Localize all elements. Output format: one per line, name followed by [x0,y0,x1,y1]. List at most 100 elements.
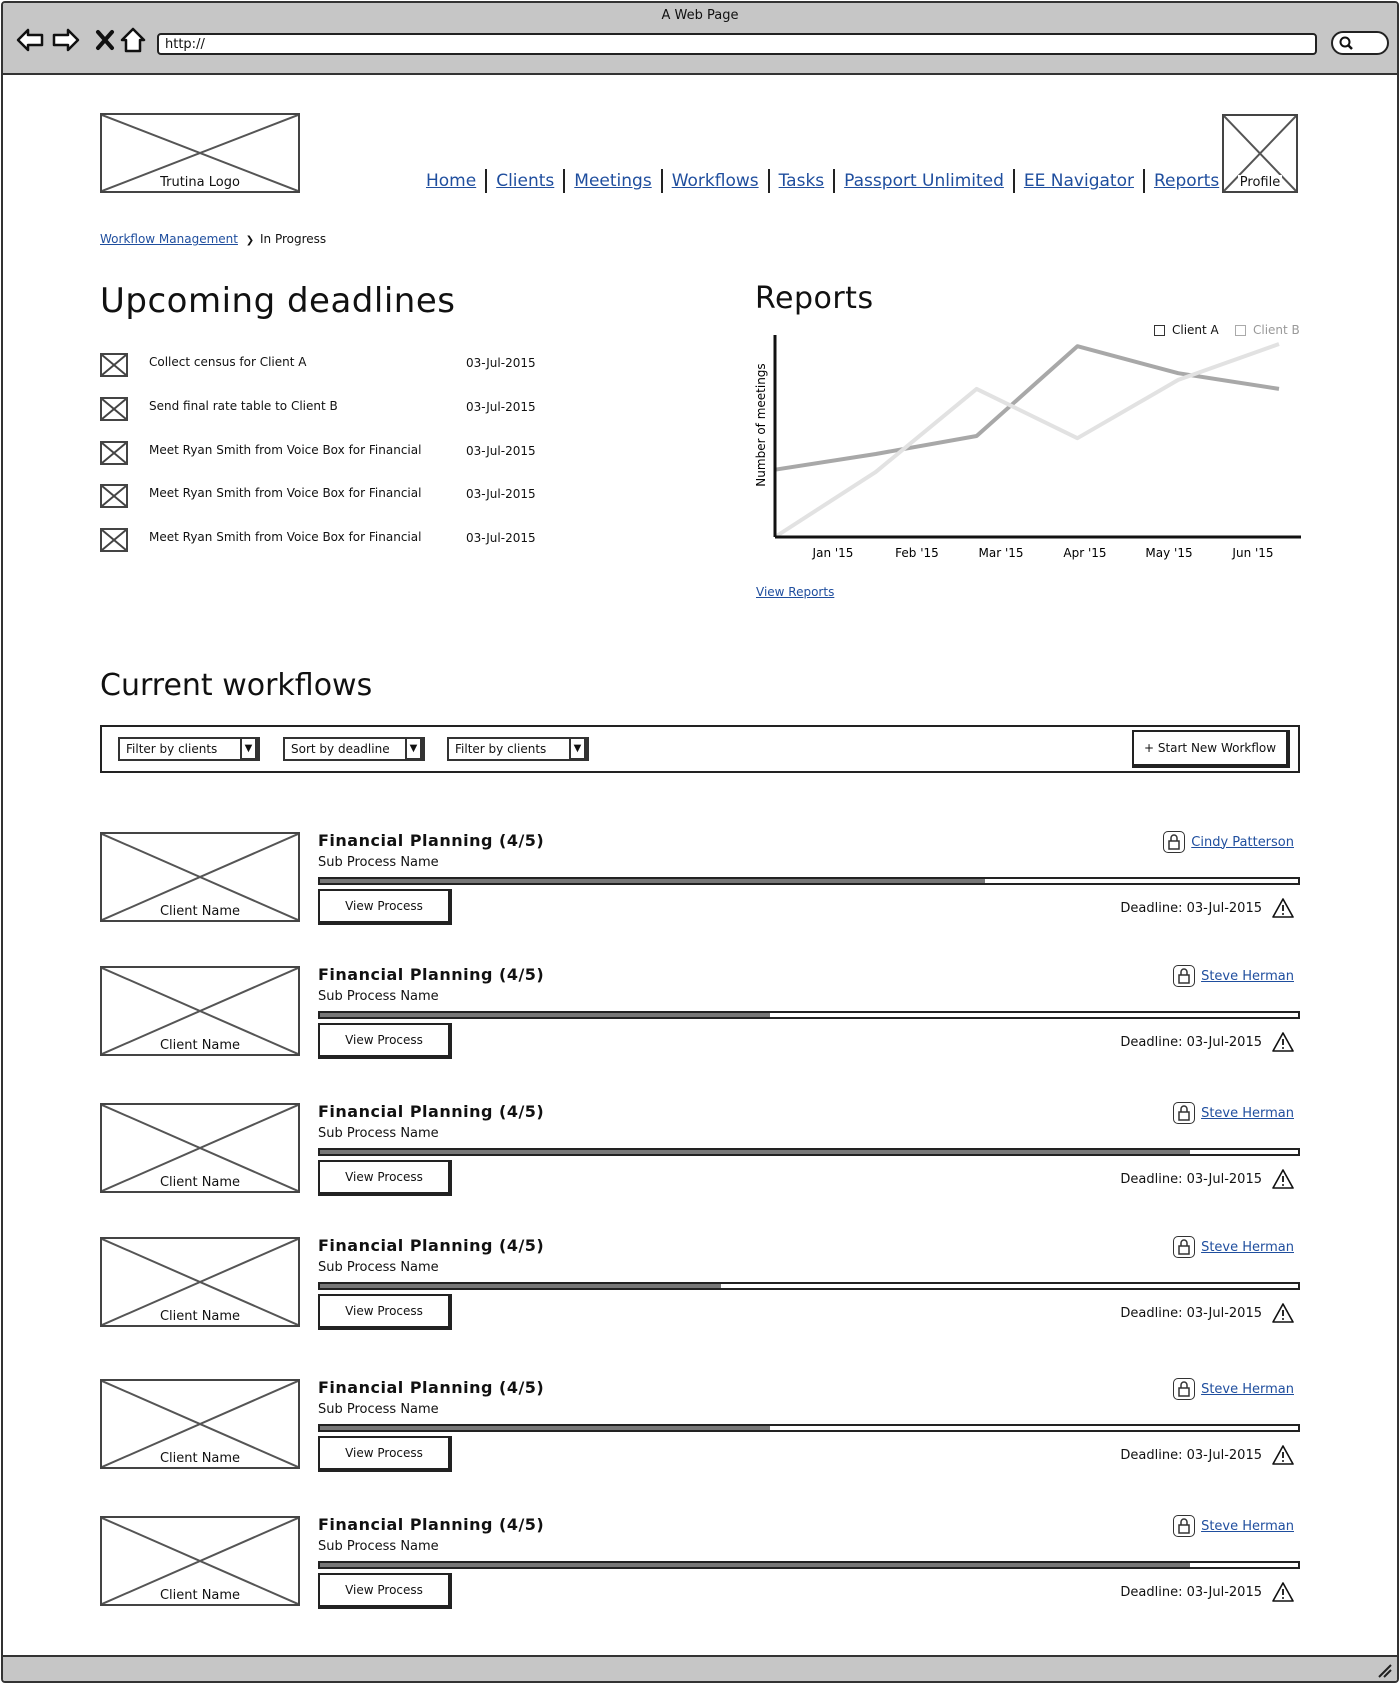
progress-fill [320,1426,770,1430]
client-image-placeholder[interactable]: Client Name [100,1237,300,1327]
resize-grip-icon[interactable] [1375,1661,1393,1679]
nav-clients[interactable]: Clients [496,171,555,191]
deadline-item: Meet Ryan Smith from Voice Box for Finan… [100,528,560,552]
warning-triangle-icon [1272,1303,1294,1323]
client-image-placeholder[interactable]: Client Name [100,1103,300,1193]
warning-triangle-icon [1272,1445,1294,1465]
workflow-owner: Steve Herman [1173,1236,1294,1258]
view-process-button[interactable]: View Process [318,889,452,925]
deadline-item: Meet Ryan Smith from Voice Box for Finan… [100,441,560,465]
deadline-text: Meet Ryan Smith from Voice Box for Finan… [149,486,422,500]
nav-reports[interactable]: Reports [1153,171,1220,191]
forward-arrow-icon[interactable] [51,25,81,55]
nav-passport-unlimited[interactable]: Passport Unlimited [844,171,1004,191]
legend-item-client-a[interactable]: Client A [1154,323,1219,337]
owner-link[interactable]: Steve Herman [1201,1518,1294,1534]
checkbox-placeholder[interactable] [100,528,128,552]
deadline-date: 03-Jul-2015 [466,531,536,545]
image-placeholder-icon [102,968,298,1054]
image-placeholder-icon [102,1239,298,1325]
home-icon[interactable] [118,25,148,55]
workflow-title: Financial Planning (4/5) [318,1515,545,1534]
nav-meetings[interactable]: Meetings [574,171,652,191]
progress-fill [320,1013,770,1017]
breadcrumb-parent-link[interactable]: Workflow Management [100,232,238,246]
view-process-button[interactable]: View Process [318,1023,452,1059]
owner-link[interactable]: Steve Herman [1201,968,1294,984]
workflow-title: Financial Planning (4/5) [318,965,545,984]
owner-link[interactable]: Steve Herman [1201,1239,1294,1255]
checkbox-icon [1235,324,1246,336]
client-image-placeholder[interactable]: Client Name [100,832,300,922]
sort-by-deadline-select[interactable]: Sort by deadline ▼ [283,737,425,761]
client-image-placeholder[interactable]: Client Name [100,1379,300,1469]
view-reports-link[interactable]: View Reports [756,585,835,599]
checkbox-placeholder[interactable] [100,397,128,421]
x-tick-label: Mar '15 [978,546,1023,560]
deadline-prefix: Deadline: [1120,1447,1187,1463]
back-arrow-icon[interactable] [15,25,45,55]
stop-x-icon[interactable] [91,25,121,55]
workflow-subprocess: Sub Process Name [318,1260,439,1275]
client-name-label: Client Name [157,1175,243,1190]
client-name-label: Client Name [157,904,243,919]
checkbox-icon [1154,324,1165,336]
image-placeholder-icon [102,1105,298,1191]
select-value: Filter by clients [455,742,547,756]
image-placeholder-icon [101,485,127,507]
client-image-placeholder[interactable]: Client Name [100,1516,300,1606]
view-process-button[interactable]: View Process [318,1160,452,1196]
profile-placeholder[interactable]: Profile [1222,114,1298,193]
deadline-date: 03-Jul-2015 [466,444,536,458]
x-tick-label: Feb '15 [895,546,939,560]
legend-item-client-b[interactable]: Client B [1235,323,1300,337]
workflow-owner: Steve Herman [1173,1102,1294,1124]
logo-placeholder[interactable]: Trutina Logo [100,113,300,193]
view-process-button[interactable]: View Process [318,1573,452,1609]
workflow-subprocess: Sub Process Name [318,855,439,870]
filter-by-clients-select[interactable]: Filter by clients ▼ [118,737,260,761]
browser-title: A Web Page [661,8,739,23]
deadline-text: Collect census for Client A [149,355,307,369]
checkbox-placeholder[interactable] [100,441,128,465]
progress-fill [320,879,986,883]
chevron-right-icon: ❯ [245,235,255,246]
nav-tasks[interactable]: Tasks [778,171,825,191]
workflow-subprocess: Sub Process Name [318,1126,439,1141]
image-placeholder-icon [101,398,127,420]
user-lock-icon [1173,1102,1196,1124]
checkbox-placeholder[interactable] [100,353,128,377]
nav-ee-navigator[interactable]: EE Navigator [1023,171,1134,191]
client-image-placeholder[interactable]: Client Name [100,966,300,1056]
workflow-title: Financial Planning (4/5) [318,1378,545,1397]
start-new-workflow-button[interactable]: + Start New Workflow [1132,730,1290,768]
checkbox-placeholder[interactable] [100,484,128,508]
workflow-deadline: Deadline: 03-Jul-2015 [1120,898,1294,918]
workflow-subprocess: Sub Process Name [318,1539,439,1554]
browser-status-bar [3,1655,1397,1681]
view-process-button[interactable]: View Process [318,1436,452,1472]
nav-divider [660,169,663,193]
owner-link[interactable]: Cindy Patterson [1191,834,1294,850]
search-icon [1339,36,1353,50]
user-lock-icon [1173,1236,1196,1258]
workflow-subprocess: Sub Process Name [318,1402,439,1417]
deadline-item: Collect census for Client A 03-Jul-2015 [100,353,560,377]
owner-link[interactable]: Steve Herman [1201,1381,1294,1397]
nav-home[interactable]: Home [426,171,477,191]
dropdown-arrow-icon: ▼ [569,737,587,761]
view-process-button[interactable]: View Process [318,1294,452,1330]
workflow-deadline: Deadline: 03-Jul-2015 [1120,1169,1294,1189]
nav-workflows[interactable]: Workflows [671,171,759,191]
filter-by-clients-select-2[interactable]: Filter by clients ▼ [447,737,589,761]
browser-search-box[interactable] [1331,31,1389,55]
deadline-prefix: Deadline: [1120,1171,1187,1187]
progress-fill [320,1284,721,1288]
address-bar[interactable]: http:// [157,33,1317,55]
workflow-progress-bar [318,1011,1300,1019]
owner-link[interactable]: Steve Herman [1201,1105,1294,1121]
workflow-progress-bar [318,1561,1300,1569]
workflow-owner: Steve Herman [1173,965,1294,987]
nav-divider [833,169,836,193]
workflow-progress-bar [318,1424,1300,1432]
